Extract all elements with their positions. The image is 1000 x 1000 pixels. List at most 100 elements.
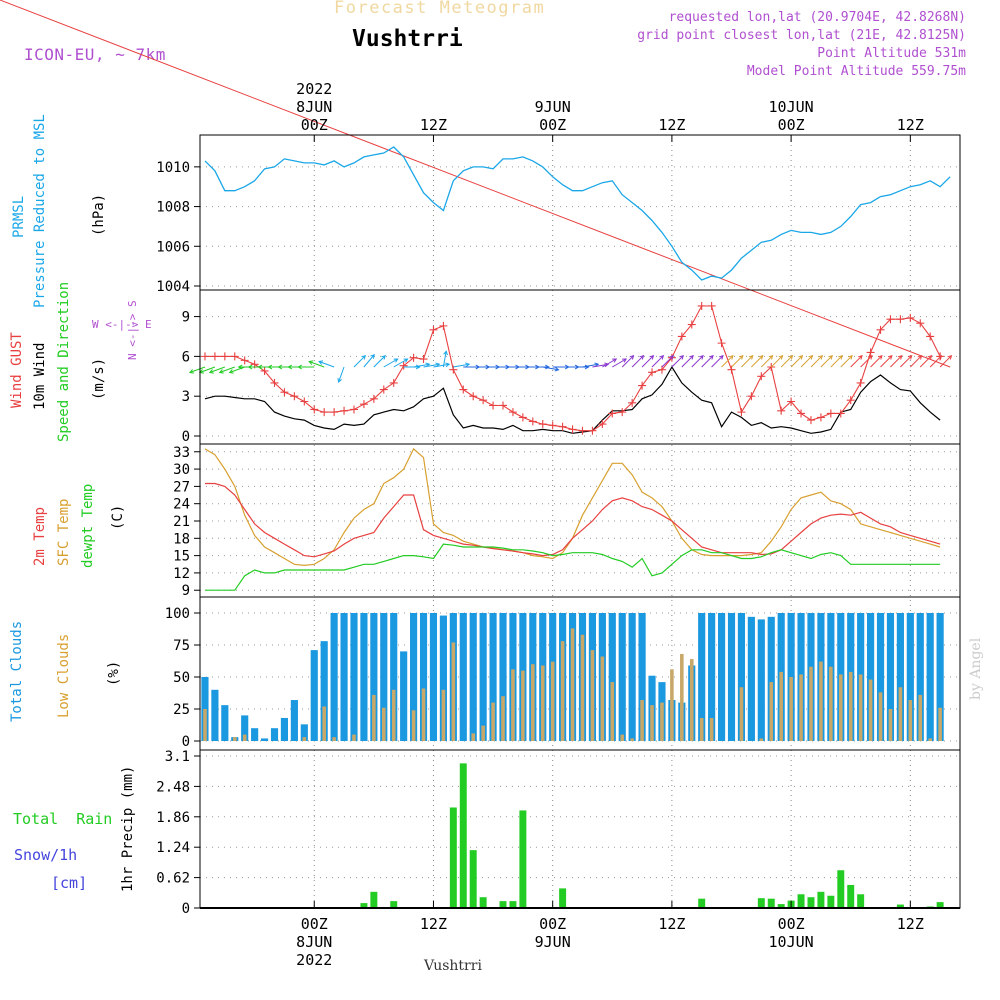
- gust-marker: [677, 332, 686, 341]
- wind-arrow-head: [287, 364, 293, 370]
- total-cloud-bar: [260, 738, 269, 741]
- sfc-temp-line: [204, 447, 941, 567]
- wind-arrow-head: [858, 354, 863, 360]
- low-cloud-bar: [848, 671, 853, 741]
- wind-arrow-head: [937, 354, 943, 360]
- gust-marker: [508, 408, 517, 417]
- total-cloud-bar: [469, 613, 477, 741]
- low-cloud-bar: [829, 666, 833, 741]
- gust-marker: [856, 378, 865, 387]
- gust-marker: [528, 417, 537, 426]
- time-label-top: 8JUN: [296, 98, 332, 116]
- low-cloud-bar: [739, 687, 744, 741]
- gust-marker: [737, 408, 746, 417]
- gust-marker: [886, 315, 895, 324]
- wind-arrow: [338, 366, 345, 383]
- low-cloud-bar: [441, 689, 446, 741]
- temp-tick-label: 30: [173, 462, 190, 478]
- temp-tick-label: 18: [173, 531, 190, 547]
- wind-arrow: [651, 355, 664, 368]
- wind-arrow: [840, 355, 853, 368]
- precip-tick-label: 1.24: [156, 840, 190, 856]
- gust-marker: [280, 388, 289, 397]
- temp-tick-label: 24: [173, 497, 190, 513]
- wind-arrow: [880, 355, 893, 368]
- temperature-series: [204, 447, 941, 591]
- wind-arrow: [751, 355, 764, 368]
- time-label-bottom: 12Z: [658, 915, 685, 933]
- time-label-top: 00Z: [539, 116, 566, 134]
- rain-bar: [857, 894, 865, 908]
- gust-marker: [439, 321, 448, 330]
- pressure-tick-label: 1008: [156, 200, 190, 216]
- gust-marker: [836, 409, 845, 418]
- wind-arrow: [423, 363, 440, 368]
- wind-arrow: [612, 358, 627, 368]
- precip-tick-label: 0.62: [156, 871, 190, 887]
- wind-tick-label: 0: [182, 429, 190, 445]
- total-cloud-bar: [310, 650, 318, 741]
- low-cloud-bar: [242, 734, 247, 741]
- rain-bar: [807, 897, 815, 908]
- time-label-top: 12Z: [420, 116, 447, 134]
- low-cloud-bar: [689, 659, 694, 741]
- low-cloud-bar: [531, 664, 535, 741]
- gust-marker: [210, 352, 219, 361]
- gust-marker: [419, 355, 428, 364]
- low-cloud-bar: [680, 653, 684, 741]
- wind-arrow-head: [247, 364, 253, 370]
- total-cloud-bar: [767, 616, 775, 741]
- rain-bar: [559, 888, 567, 908]
- gust-marker: [806, 416, 815, 425]
- low-cloud-bar: [858, 674, 863, 741]
- requested-coords: requested lon,lat (20.9704E, 42.8268N): [668, 10, 966, 25]
- total-cloud-bar: [638, 613, 646, 741]
- total-cloud-bar: [270, 728, 279, 741]
- wind-arrow-head: [649, 354, 655, 360]
- wind-arrow-head: [639, 354, 645, 360]
- low-cloud-bar: [580, 634, 585, 741]
- total-cloud-bar: [241, 715, 249, 741]
- low-cloud-bar: [819, 661, 823, 741]
- low-cloud-bar: [501, 696, 505, 741]
- snow-label: Snow/1h: [14, 846, 78, 864]
- low-cloud-bar: [332, 737, 336, 741]
- gust-marker: [320, 408, 329, 417]
- total-cloud-bar: [717, 613, 726, 741]
- low-cloud-bar: [709, 717, 714, 741]
- gust-marker: [558, 422, 567, 431]
- wind-arrow-head: [415, 364, 421, 370]
- rain-bar: [459, 763, 467, 908]
- time-label-bottom: 12Z: [897, 915, 924, 933]
- model-altitude: Model Point Altitude 559.75m: [746, 64, 966, 79]
- wind-arrow: [900, 355, 913, 368]
- gust-marker: [638, 381, 647, 390]
- gust-marker: [568, 425, 577, 434]
- wind-arrow: [318, 361, 335, 368]
- rain-bar: [390, 901, 398, 908]
- total-cloud-bar: [479, 613, 487, 741]
- wind-series: [0, 0, 953, 435]
- total-cloud-bar: [251, 728, 259, 741]
- rain-bar: [797, 894, 805, 908]
- wind-arrow: [442, 351, 447, 368]
- precip-series: [360, 763, 944, 908]
- wind-arrow: [890, 355, 903, 368]
- time-label-top: 12Z: [658, 116, 685, 134]
- total-cloud-bar: [390, 613, 398, 741]
- wind-tick-label: 3: [182, 389, 190, 405]
- total-cloud-bar: [936, 613, 944, 741]
- wind-arrow-head: [778, 354, 784, 360]
- wind-arrow: [731, 355, 744, 368]
- low-cloud-bar: [898, 687, 903, 741]
- total-cloud-bar: [747, 616, 755, 741]
- wind-arrow-head: [237, 364, 243, 370]
- low-cloud-bar: [769, 682, 774, 741]
- wind-arrow-head: [768, 354, 774, 360]
- gust-marker: [578, 426, 587, 435]
- wind-compass-ew: W <-|-> E: [92, 318, 152, 331]
- wind-arrow-head: [370, 353, 375, 359]
- total-cloud-bar: [410, 613, 418, 741]
- low-cloud-bar: [232, 737, 237, 741]
- clouds-series: [201, 613, 944, 741]
